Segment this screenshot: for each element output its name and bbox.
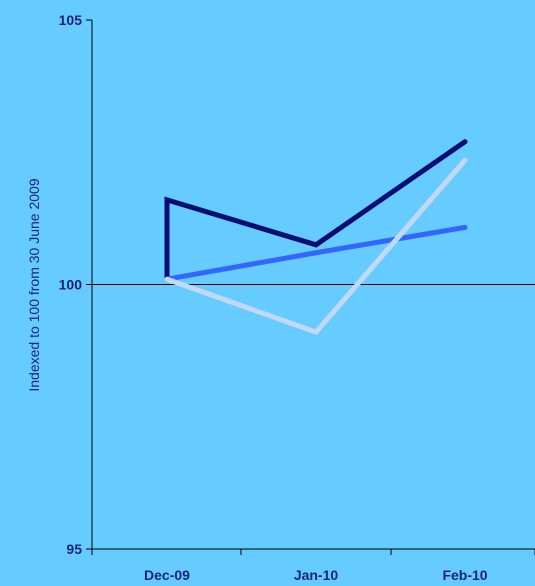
- x-tick-label: Jan-10: [294, 567, 339, 583]
- series-group: [164, 139, 468, 336]
- x-tick-label: Dec-09: [144, 567, 190, 583]
- y-ticks: 95 100 105: [59, 12, 92, 557]
- series-line-2: [164, 224, 468, 282]
- series-line-1: [164, 139, 468, 282]
- y-tick-label: 95: [66, 541, 82, 557]
- x-ticks: Dec-09 Jan-10 Feb-10: [91, 549, 535, 583]
- y-tick-label: 105: [59, 12, 83, 28]
- y-axis-title: Indexed to 100 from 30 June 2009: [26, 178, 42, 391]
- y-tick-label: 100: [59, 277, 83, 293]
- x-tick-label: Feb-10: [442, 567, 487, 583]
- series-line-3: [164, 157, 468, 336]
